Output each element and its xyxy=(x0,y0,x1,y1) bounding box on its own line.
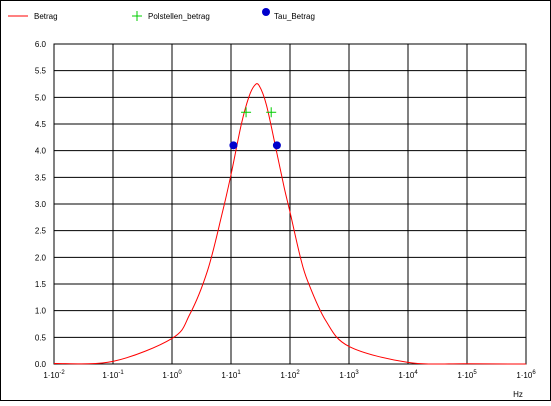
x-tick-mantissa: 1·10 xyxy=(43,371,60,380)
y-tick-label: 0.5 xyxy=(35,333,47,342)
x-tick-label: 1·10-1 xyxy=(102,370,124,380)
series-layer xyxy=(53,83,527,365)
polstellen-marker xyxy=(266,107,277,118)
legend-swatch-dot xyxy=(262,8,270,16)
x-tick-mantissa: 1·10 xyxy=(280,371,297,380)
y-tick-label: 4.0 xyxy=(35,147,47,156)
y-tick-label: 4.5 xyxy=(35,120,47,129)
y-tick-label: 5.0 xyxy=(35,93,47,102)
y-tick-label: 6.0 xyxy=(35,40,47,49)
y-tick-label: 3.5 xyxy=(35,173,47,182)
x-tick-mantissa: 1·10 xyxy=(221,371,238,380)
x-tick-label: 1·103 xyxy=(339,370,359,380)
x-tick-exponent: 5 xyxy=(473,370,477,376)
x-tick-exponent: 6 xyxy=(532,370,536,376)
x-tick-label: 1·106 xyxy=(516,370,536,380)
grid xyxy=(53,43,527,365)
x-tick-exponent: 3 xyxy=(355,370,359,376)
x-tick-mantissa: 1·10 xyxy=(339,371,356,380)
x-tick-exponent: 2 xyxy=(296,370,300,376)
legend-item: Tau_Betrag xyxy=(262,8,315,21)
x-tick-label: 1·102 xyxy=(280,370,300,380)
x-tick-label: 1·101 xyxy=(221,370,241,380)
y-tick-label: 5.5 xyxy=(35,67,47,76)
polstellen-marker xyxy=(241,107,252,118)
x-tick-exponent: 0 xyxy=(178,370,182,376)
x-tick-label: 1·104 xyxy=(398,370,418,380)
x-tick-mantissa: 1·10 xyxy=(516,371,533,380)
tau-marker xyxy=(229,141,238,150)
x-tick-exponent: -1 xyxy=(118,370,124,376)
legend-item: Betrag xyxy=(8,12,58,21)
x-tick-exponent: -2 xyxy=(59,370,65,376)
x-tick-exponent: 1 xyxy=(237,370,241,376)
y-tick-label: 0.0 xyxy=(35,360,47,369)
y-axis-ticks: 0.0 0.5 1.0 1.5 2.0 2.5 3.0 3.5 4.0 4.5 5.0 5.5 6.0 xyxy=(35,40,47,369)
legend-label: Polstellen_betrag xyxy=(148,12,210,21)
x-tick-exponent: 4 xyxy=(414,370,418,376)
x-axis-ticks: 1·10-2 1·10-1 1·100 1·101 1·102 1·103 1·104 1·1… xyxy=(43,370,536,380)
x-tick-mantissa: 1·10 xyxy=(162,371,179,380)
x-tick-label: 1·105 xyxy=(457,370,477,380)
legend-label: Betrag xyxy=(34,12,58,21)
x-axis-unit: Hz xyxy=(513,390,523,399)
x-tick-label: 1·100 xyxy=(162,370,182,380)
legend: Betrag Polstellen_betrag Tau_Betrag xyxy=(8,8,315,21)
y-tick-label: 2.0 xyxy=(35,253,47,262)
y-tick-label: 3.0 xyxy=(35,200,47,209)
x-tick-mantissa: 1·10 xyxy=(457,371,474,380)
x-tick-mantissa: 1·10 xyxy=(398,371,415,380)
tau-marker xyxy=(272,141,281,150)
legend-label: Tau_Betrag xyxy=(274,12,315,21)
x-tick-label: 1·10-2 xyxy=(43,370,65,380)
y-tick-label: 2.5 xyxy=(35,227,47,236)
y-tick-label: 1.5 xyxy=(35,280,47,289)
x-tick-mantissa: 1·10 xyxy=(102,371,119,380)
y-tick-label: 1.0 xyxy=(35,307,47,316)
legend-item: Polstellen_betrag xyxy=(132,11,210,21)
series-line-betrag xyxy=(53,83,527,365)
